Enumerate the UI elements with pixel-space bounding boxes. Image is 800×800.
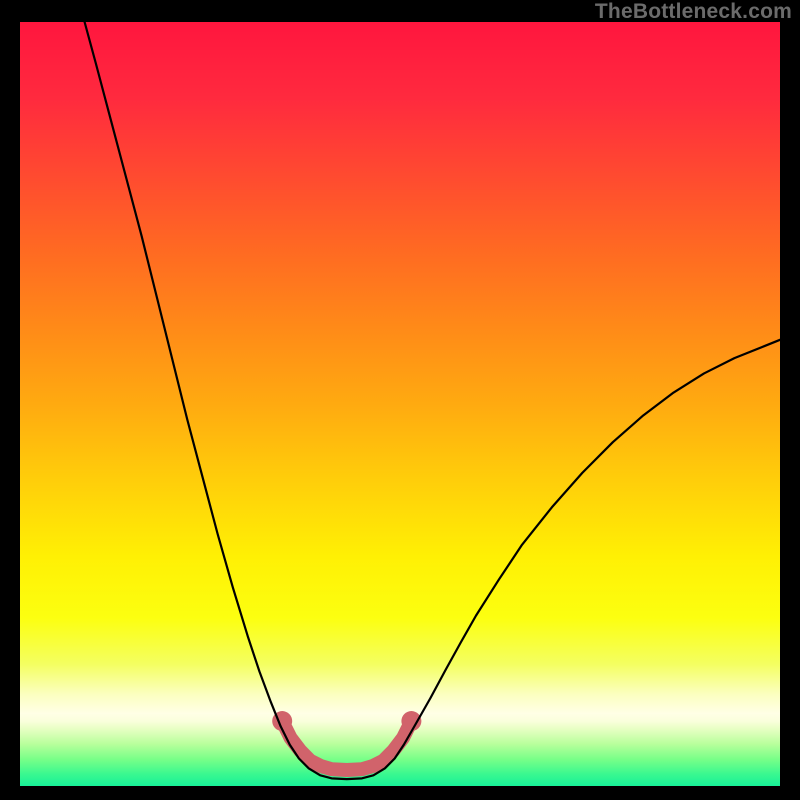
- plot-background: [20, 22, 780, 786]
- chart-stage: TheBottleneck.com: [0, 0, 800, 800]
- chart-svg: [0, 0, 800, 800]
- watermark-text: TheBottleneck.com: [595, 0, 792, 24]
